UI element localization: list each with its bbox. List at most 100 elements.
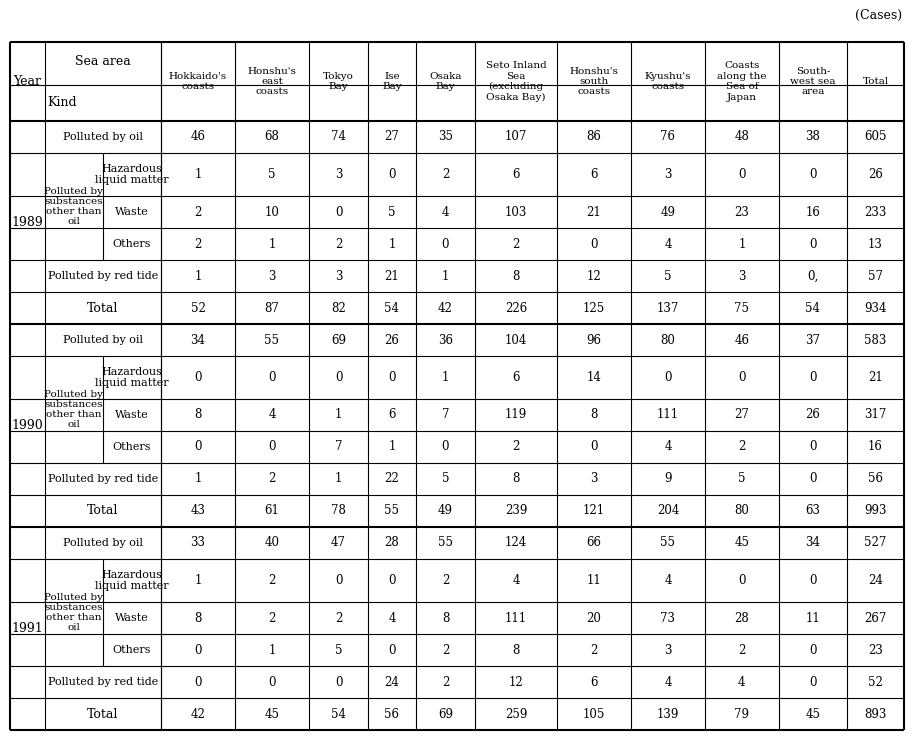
Text: Waste: Waste (115, 613, 149, 623)
Text: Kyushu's
coasts: Kyushu's coasts (644, 71, 691, 91)
Text: 42: 42 (438, 302, 453, 314)
Text: 82: 82 (331, 302, 345, 314)
Text: Ise
Bay: Ise Bay (382, 71, 402, 91)
Text: 4: 4 (664, 238, 672, 250)
Text: 0: 0 (268, 371, 276, 384)
Text: 0: 0 (195, 675, 202, 689)
Text: Tokyo
Bay: Tokyo Bay (323, 71, 354, 91)
Text: 0: 0 (388, 574, 396, 587)
Text: 1: 1 (268, 238, 276, 250)
Text: 6: 6 (512, 168, 520, 181)
Text: 111: 111 (505, 611, 527, 624)
Text: Waste: Waste (115, 207, 149, 217)
Text: Honshu's
east
coasts: Honshu's east coasts (248, 67, 296, 96)
Text: 105: 105 (583, 708, 605, 720)
Text: 0: 0 (809, 371, 817, 384)
Text: Hazardous
liquid matter: Hazardous liquid matter (95, 570, 169, 591)
Text: 4: 4 (739, 675, 746, 689)
Text: 2: 2 (513, 441, 520, 453)
Text: 0: 0 (664, 371, 672, 384)
Text: 226: 226 (505, 302, 527, 314)
Text: 20: 20 (587, 611, 601, 624)
Text: 45: 45 (805, 708, 821, 720)
Text: Polluted by
substances
other than
oil: Polluted by substances other than oil (45, 390, 103, 429)
Text: 5: 5 (441, 472, 449, 486)
Text: 52: 52 (868, 675, 883, 689)
Text: Polluted by oil: Polluted by oil (63, 132, 143, 142)
Text: 6: 6 (388, 408, 396, 422)
Text: 55: 55 (661, 536, 675, 550)
Text: 119: 119 (505, 408, 527, 422)
Text: 527: 527 (865, 536, 887, 550)
Text: 73: 73 (661, 611, 675, 624)
Text: 33: 33 (190, 536, 206, 550)
Text: 27: 27 (385, 131, 399, 144)
Text: 1: 1 (268, 644, 276, 656)
Text: 23: 23 (868, 644, 883, 656)
Text: 35: 35 (438, 131, 453, 144)
Text: 2: 2 (441, 675, 449, 689)
Text: 38: 38 (805, 131, 821, 144)
Text: 0: 0 (739, 371, 746, 384)
Text: 34: 34 (190, 333, 206, 347)
Text: 40: 40 (264, 536, 280, 550)
Text: Polluted by red tide: Polluted by red tide (48, 271, 158, 281)
Text: 8: 8 (590, 408, 598, 422)
Text: 23: 23 (735, 205, 749, 219)
Text: 55: 55 (385, 505, 399, 517)
Text: 4: 4 (664, 441, 672, 453)
Text: 0: 0 (441, 238, 449, 250)
Text: 259: 259 (505, 708, 527, 720)
Text: 3: 3 (268, 269, 276, 283)
Text: 5: 5 (664, 269, 672, 283)
Text: 0: 0 (335, 574, 342, 587)
Text: 8: 8 (513, 472, 520, 486)
Text: 107: 107 (505, 131, 527, 144)
Text: 1: 1 (335, 408, 342, 422)
Text: 45: 45 (734, 536, 749, 550)
Text: 1: 1 (441, 269, 449, 283)
Text: South-
west sea
area: South- west sea area (791, 67, 835, 96)
Text: 3: 3 (664, 644, 672, 656)
Text: 56: 56 (868, 472, 883, 486)
Text: 26: 26 (385, 333, 399, 347)
Text: 16: 16 (868, 441, 883, 453)
Text: 55: 55 (264, 333, 280, 347)
Text: 137: 137 (657, 302, 679, 314)
Text: 21: 21 (587, 205, 601, 219)
Text: 80: 80 (661, 333, 675, 347)
Text: 14: 14 (587, 371, 601, 384)
Text: Polluted by oil: Polluted by oil (63, 335, 143, 345)
Text: 204: 204 (657, 505, 679, 517)
Text: 8: 8 (195, 408, 202, 422)
Text: 12: 12 (508, 675, 524, 689)
Text: 2: 2 (739, 644, 746, 656)
Text: Seto Inland
Sea
(excluding
Osaka Bay): Seto Inland Sea (excluding Osaka Bay) (485, 61, 547, 102)
Text: 0: 0 (809, 168, 817, 181)
Text: 12: 12 (587, 269, 601, 283)
Text: 26: 26 (805, 408, 821, 422)
Text: Others: Others (112, 645, 151, 655)
Text: 1: 1 (195, 472, 202, 486)
Text: Coasts
along the
Sea of
Japan: Coasts along the Sea of Japan (717, 62, 767, 102)
Text: 66: 66 (587, 536, 601, 550)
Text: 0: 0 (590, 441, 598, 453)
Text: Others: Others (112, 442, 151, 452)
Text: Polluted by red tide: Polluted by red tide (48, 474, 158, 484)
Text: 2: 2 (590, 644, 598, 656)
Text: 46: 46 (190, 131, 206, 144)
Text: 583: 583 (865, 333, 887, 347)
Text: 11: 11 (587, 574, 601, 587)
Text: Polluted by red tide: Polluted by red tide (48, 677, 158, 687)
Text: 2: 2 (739, 441, 746, 453)
Text: 2: 2 (335, 611, 342, 624)
Text: 233: 233 (865, 205, 887, 219)
Text: 0: 0 (809, 644, 817, 656)
Text: 0: 0 (195, 371, 202, 384)
Text: 3: 3 (335, 269, 342, 283)
Text: Polluted by oil: Polluted by oil (63, 538, 143, 548)
Text: 2: 2 (195, 238, 202, 250)
Text: 3: 3 (739, 269, 746, 283)
Text: 0: 0 (388, 371, 396, 384)
Text: 45: 45 (264, 708, 280, 720)
